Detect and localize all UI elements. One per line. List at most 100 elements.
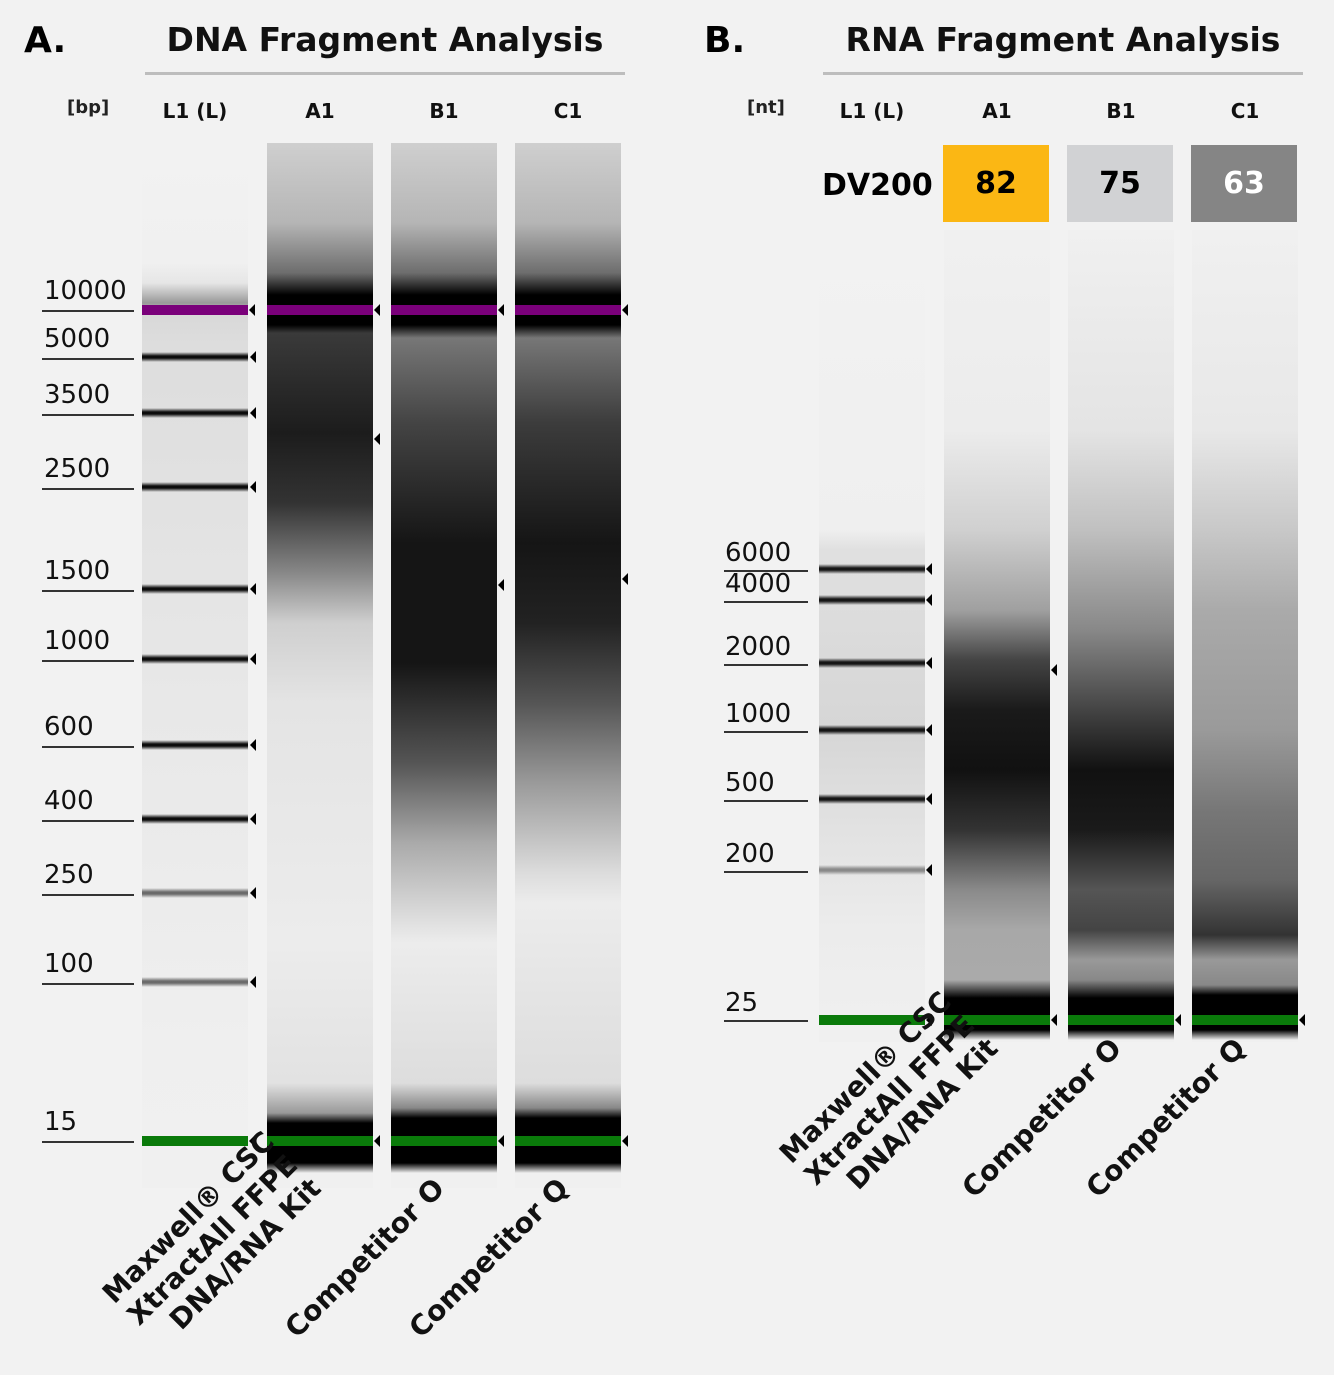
lower-marker-band (944, 1015, 1050, 1025)
panel-a-title: DNA Fragment Analysis (166, 20, 604, 59)
ladder-label-1500: 1500 (44, 556, 111, 586)
ladder-band (819, 794, 925, 804)
peak-arrow-icon (1051, 664, 1057, 676)
panel-b-title: RNA Fragment Analysis (845, 20, 1281, 59)
ladder-label-400: 400 (44, 786, 94, 816)
peak-arrow-icon (250, 653, 256, 665)
peak-arrow-icon (250, 583, 256, 595)
ladder-band (142, 584, 248, 594)
ladder-label-250: 250 (44, 860, 94, 890)
peak-arrow-icon (250, 976, 256, 988)
panel-b-letter: B. (704, 20, 746, 61)
lower-marker-band (267, 1136, 373, 1146)
upper-marker-band (515, 305, 621, 315)
peak-arrow-icon (622, 573, 628, 585)
ladder-label-10000: 10000 (44, 276, 127, 306)
panel-a-divider (145, 72, 625, 75)
peak-arrow-icon (250, 739, 256, 751)
peak-arrow-icon (926, 594, 932, 606)
peak-arrow-icon (622, 1135, 628, 1147)
ladder-label-1000: 1000 (44, 626, 111, 656)
ladder-band (142, 977, 248, 987)
ladder-band (142, 888, 248, 898)
panel-a-letter: A. (24, 20, 67, 61)
peak-arrow-icon (926, 793, 932, 805)
ladder-label-3500: 3500 (44, 380, 111, 410)
lane-header-c1: C1 (553, 99, 583, 123)
ladder-band (819, 725, 925, 735)
peak-arrow-icon (498, 579, 504, 591)
dv200-value-a1: 82 (943, 145, 1049, 222)
peak-arrow-icon (249, 304, 255, 316)
lane-header-c1: C1 (1230, 99, 1260, 123)
dv200-value-c1: 63 (1191, 145, 1297, 222)
dna-lane (391, 143, 497, 1188)
ladder-tick-line (42, 894, 134, 896)
peak-arrow-icon (374, 1135, 380, 1147)
lane-header-l1l: L1 (L) (162, 99, 228, 123)
ladder-band (142, 654, 248, 664)
dna-lane (515, 143, 621, 1188)
ladder-band (819, 865, 925, 875)
ladder-label-100: 100 (44, 949, 94, 979)
ladder-band (142, 740, 248, 750)
ladder-label-500: 500 (725, 768, 775, 798)
ladder-tick-line (724, 731, 808, 733)
lane-header-l1l: L1 (L) (839, 99, 905, 123)
lane-header-a1: A1 (305, 99, 335, 123)
ladder-tick-line (724, 570, 808, 572)
ladder-label-5000: 5000 (44, 324, 111, 354)
ladder-tick-line (42, 310, 134, 312)
peak-arrow-icon (250, 813, 256, 825)
ladder-band (819, 595, 925, 605)
ladder-label-2500: 2500 (44, 454, 111, 484)
peak-arrow-icon (374, 304, 380, 316)
ladder-tick-line (42, 590, 134, 592)
dv200-value-b1: 75 (1067, 145, 1173, 222)
dv200-label: DV200 (822, 168, 933, 203)
ladder-tick-line (42, 358, 134, 360)
lane-header-a1: A1 (982, 99, 1012, 123)
ladder-label-1000: 1000 (725, 699, 792, 729)
peak-arrow-icon (1051, 1014, 1057, 1026)
lower-marker-band (515, 1136, 621, 1146)
rna-lane (819, 230, 925, 1042)
ladder-label-200: 200 (725, 839, 775, 869)
peak-arrow-icon (926, 657, 932, 669)
peak-arrow-icon (1175, 1014, 1181, 1026)
lower-marker-band (391, 1136, 497, 1146)
peak-arrow-icon (249, 1135, 255, 1147)
ladder-band (142, 408, 248, 418)
peak-arrow-icon (374, 433, 380, 445)
ladder-band (142, 482, 248, 492)
dna-lane (267, 143, 373, 1188)
ladder-tick-line (42, 746, 134, 748)
peak-arrow-icon (498, 304, 504, 316)
rna-lane (1192, 230, 1298, 1042)
lower-marker-band (142, 1136, 248, 1146)
ladder-label-15: 15 (44, 1107, 78, 1137)
upper-marker-band (267, 305, 373, 315)
peak-arrow-icon (250, 351, 256, 363)
peak-arrow-icon (1299, 1014, 1305, 1026)
ladder-tick-line (42, 983, 134, 985)
ladder-label-6000: 6000 (725, 538, 792, 568)
ladder-tick-line (724, 1020, 808, 1022)
ladder-band (142, 352, 248, 362)
ladder-tick-line (42, 1141, 134, 1143)
ladder-tick-line (42, 820, 134, 822)
panel-b-unit: [nt] (747, 97, 785, 118)
lane-header-b1: B1 (429, 99, 459, 123)
ladder-band (819, 564, 925, 574)
peak-arrow-icon (250, 887, 256, 899)
peak-arrow-icon (926, 864, 932, 876)
peak-arrow-icon (926, 563, 932, 575)
ladder-tick-line (724, 800, 808, 802)
lower-marker-band (819, 1015, 925, 1025)
lower-marker-band (1192, 1015, 1298, 1025)
dna-lane (142, 143, 248, 1188)
peak-arrow-icon (926, 1014, 932, 1026)
peak-arrow-icon (250, 481, 256, 493)
ladder-tick-line (42, 414, 134, 416)
ladder-tick-line (42, 488, 134, 490)
